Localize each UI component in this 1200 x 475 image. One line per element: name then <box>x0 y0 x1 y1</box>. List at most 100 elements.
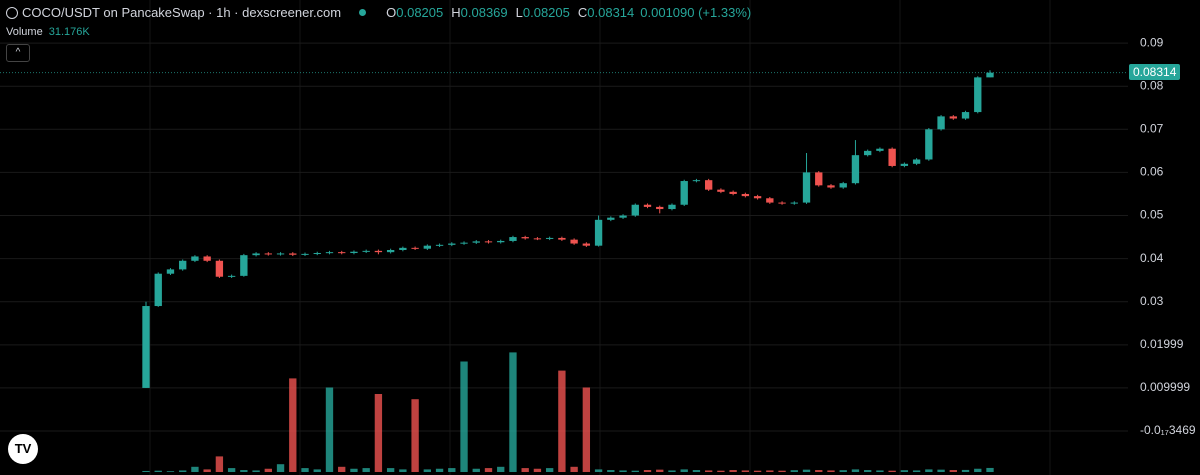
volume-bar <box>961 469 970 472</box>
candle-body <box>338 252 346 254</box>
volume-bar <box>912 470 921 472</box>
candle-body <box>276 253 285 255</box>
volume-bar <box>484 468 493 472</box>
volume-bar <box>227 468 236 472</box>
status-dot <box>359 9 367 16</box>
candle-body <box>717 189 725 192</box>
candle-body <box>815 172 823 186</box>
volume-bar <box>607 470 615 472</box>
volume-bar <box>619 470 627 472</box>
candle-body <box>435 244 444 246</box>
candle-body <box>154 273 162 307</box>
candle-body <box>827 185 835 188</box>
tradingview-logo[interactable]: TV <box>8 434 38 464</box>
volume-bar <box>191 466 199 472</box>
candle-body <box>692 180 701 182</box>
volume-bar <box>435 468 444 472</box>
candle-body <box>252 253 260 256</box>
candle-body <box>802 172 811 203</box>
candle-body <box>313 253 321 255</box>
volume-bar <box>974 468 982 472</box>
candle-body <box>876 148 884 151</box>
volume-bar <box>925 469 933 472</box>
volume-bar <box>888 470 896 472</box>
candle-body <box>668 204 676 210</box>
volume-bar <box>802 469 811 472</box>
candle-body <box>582 243 591 246</box>
y-tick-label: 0.09 <box>1140 35 1164 49</box>
candle-body <box>423 245 432 249</box>
candle-body <box>301 253 309 255</box>
volume-bar <box>876 470 884 472</box>
candle-body <box>864 150 872 156</box>
volume-bar <box>986 467 994 472</box>
volume-bar <box>252 470 260 472</box>
volume-bar <box>472 468 480 472</box>
candle-body <box>643 204 652 207</box>
candle-body <box>778 202 786 204</box>
volume-bar <box>827 470 835 472</box>
volume-bar <box>325 387 334 472</box>
volume-bar <box>338 466 346 472</box>
volume-bar <box>704 470 713 472</box>
candle-body <box>900 163 909 166</box>
volume-bar <box>301 468 309 472</box>
candle-body <box>851 155 860 184</box>
y-tick-label: 0.01999 <box>1140 337 1184 351</box>
candle-body <box>448 243 456 245</box>
candle-body <box>594 219 603 246</box>
candle-body <box>289 253 297 255</box>
volume-bar <box>717 470 725 472</box>
volume-bar <box>521 468 529 472</box>
volume-bar <box>423 469 432 472</box>
volume-bar <box>448 468 456 472</box>
open-label: O <box>386 5 397 20</box>
high-label: H <box>451 5 461 20</box>
candle-body <box>753 196 762 199</box>
volume-bar <box>289 378 297 472</box>
candle-body <box>619 215 627 218</box>
y-tick-label: 0.04 <box>1140 251 1164 265</box>
candle-body <box>191 256 199 261</box>
volume-bar <box>399 469 407 472</box>
volume-bar <box>753 470 762 472</box>
candle-body <box>203 256 211 261</box>
candle-body <box>460 242 468 244</box>
volume-bar <box>154 470 162 472</box>
y-tick-label: 0.08 <box>1140 78 1164 92</box>
candle-body <box>350 251 358 254</box>
volume-bar <box>533 468 542 472</box>
volume-bar <box>313 469 321 472</box>
candle-body <box>766 198 774 203</box>
candle-body <box>399 247 407 250</box>
candle-body <box>166 269 175 274</box>
volume-bar <box>374 394 383 472</box>
volume-bar <box>509 352 517 472</box>
volume-bar <box>276 464 285 472</box>
candle-body <box>839 183 847 188</box>
candle-body <box>472 241 480 243</box>
candle-body <box>227 275 236 277</box>
volume-bar <box>851 469 860 472</box>
volume-bar <box>680 469 688 472</box>
collapse-button[interactable]: ^ <box>6 44 30 62</box>
close-label: C <box>577 5 588 20</box>
volume-label: Volume <box>6 26 43 38</box>
volume-bar <box>741 470 750 472</box>
volume-bar <box>545 468 554 472</box>
volume-bar <box>460 361 468 472</box>
candle-body <box>240 255 248 276</box>
volume-bar <box>729 470 737 472</box>
volume-bar <box>594 469 603 472</box>
volume-bar <box>570 466 578 472</box>
volume-bar <box>582 387 591 472</box>
low-value: 0.08205 <box>522 5 570 20</box>
candle-body <box>325 252 334 254</box>
candle-body <box>570 239 578 244</box>
last-price-label: 0.08314 <box>1129 63 1181 80</box>
y-tick-label: 0.07 <box>1140 121 1164 135</box>
volume-bar <box>815 470 823 472</box>
candle-body <box>497 240 505 243</box>
volume-bar <box>643 470 652 472</box>
volume-bar <box>166 471 175 472</box>
